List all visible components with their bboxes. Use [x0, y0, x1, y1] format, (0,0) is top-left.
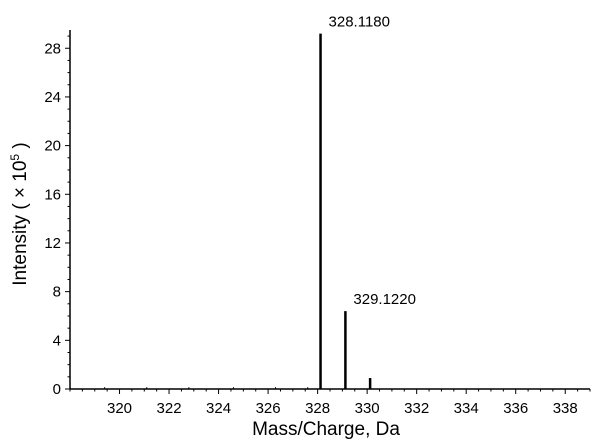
x-tick-label: 324 [206, 400, 231, 417]
x-tick-label: 328 [305, 400, 330, 417]
x-axis-title: Mass/Charge, Da [252, 419, 400, 440]
plot-area: 320 322 324 326 328 330 332 334 336 338 0 4 8 12 16 20… [44, 14, 591, 417]
x-tick-label: 330 [355, 400, 380, 417]
y-tick-label: 28 [44, 40, 61, 57]
x-tick-label: 320 [107, 400, 132, 417]
y-axis-title-main: Intensity ( × 10 [10, 161, 31, 286]
y-tick-label: 16 [44, 186, 61, 203]
x-tick-label: 334 [454, 400, 479, 417]
peak-label-1: 329.1220 [353, 291, 416, 308]
y-tick-label: 8 [53, 284, 61, 301]
x-tick-label: 338 [553, 400, 578, 417]
y-tick-label: 20 [44, 138, 61, 155]
y-axis-title: Intensity ( × 105 ) [8, 142, 31, 285]
y-tick-label: 4 [53, 332, 61, 349]
x-tick-label: 336 [503, 400, 528, 417]
y-tick-label: 12 [44, 235, 61, 252]
y-tick-label: 24 [44, 89, 61, 106]
x-tick-label: 326 [256, 400, 281, 417]
x-tick-label: 332 [404, 400, 429, 417]
peaks: 328.1180 329.1220 [104, 14, 416, 389]
y-tick-label: 0 [53, 381, 61, 398]
y-ticks: 0 4 8 12 16 20 24 28 [44, 35, 70, 398]
y-axis-title-sup: 5 [8, 154, 22, 161]
x-tick-label: 322 [157, 400, 182, 417]
x-ticks: 320 322 324 326 328 330 332 334 336 338 [69, 389, 591, 417]
peak-label-0: 328.1180 [329, 14, 390, 31]
y-axis-title-end: ) [10, 142, 31, 154]
